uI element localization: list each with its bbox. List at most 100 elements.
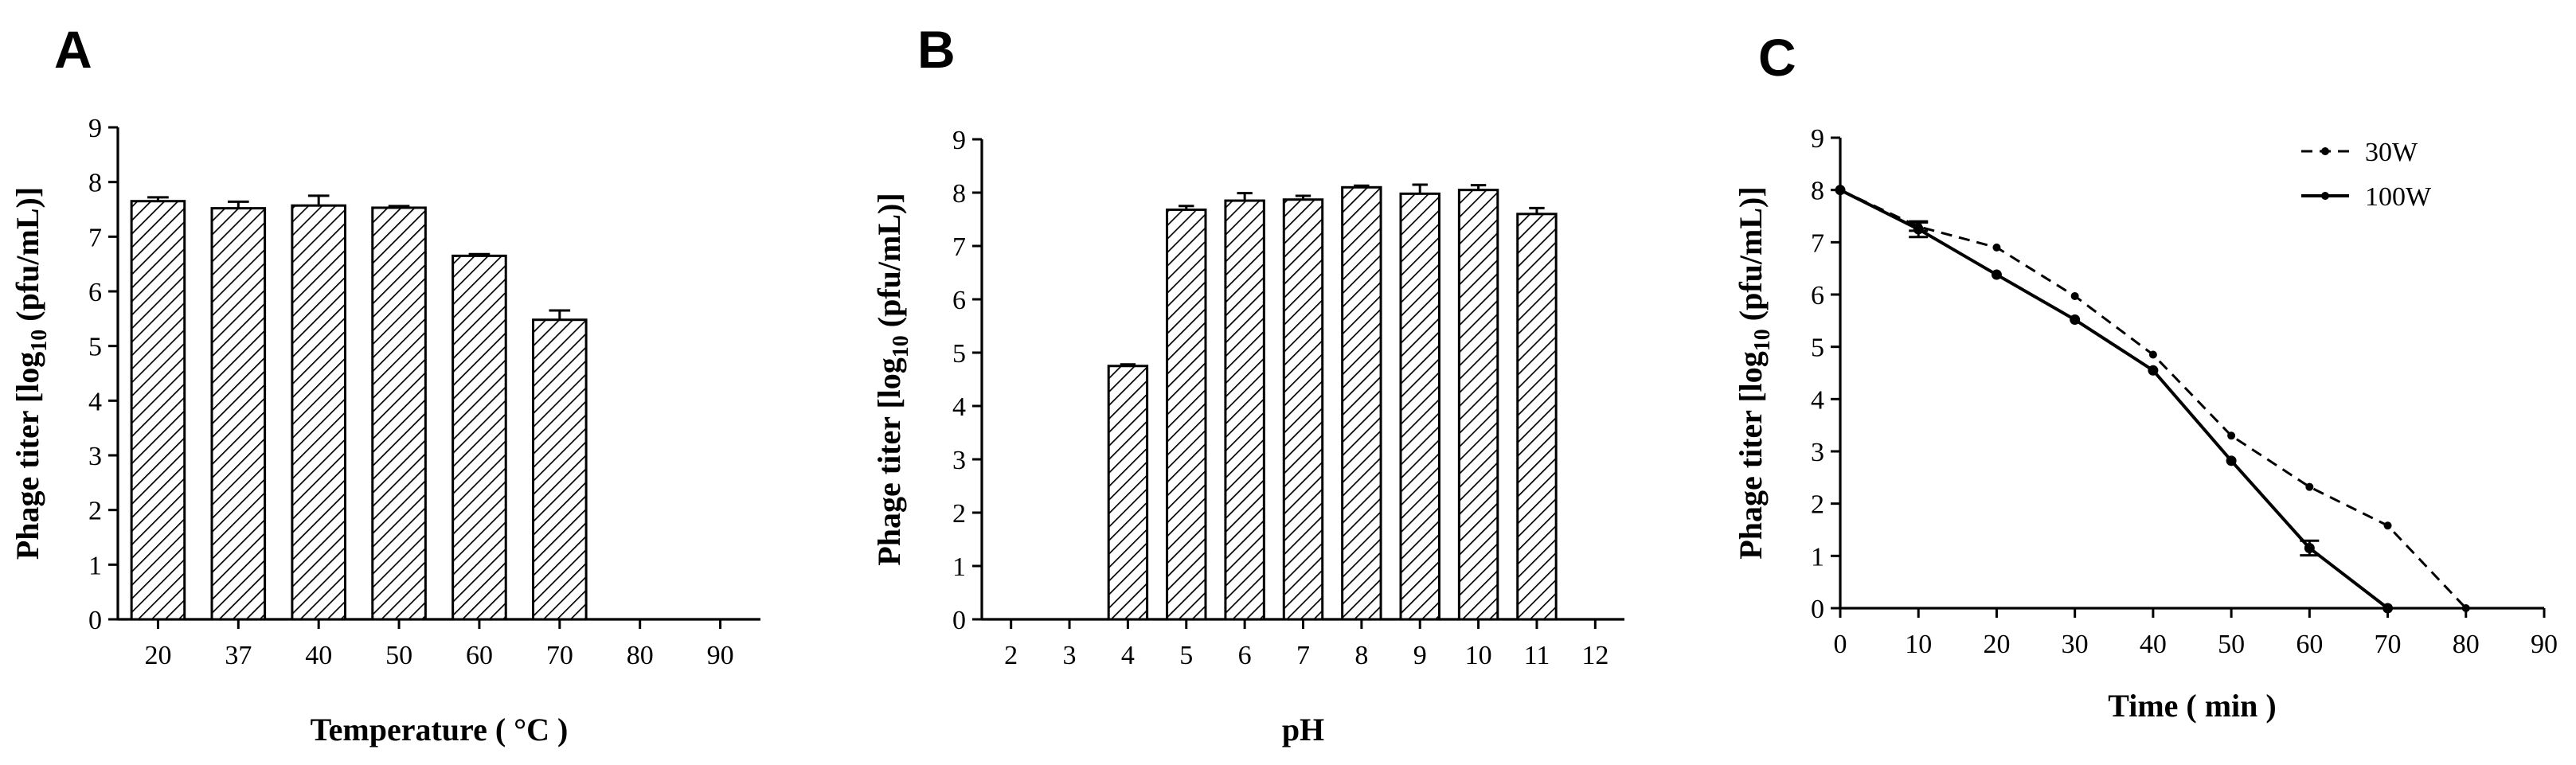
data-point	[2148, 350, 2157, 359]
series-line	[1839, 188, 2389, 610]
y-axis-title-subscript: 10	[889, 335, 913, 357]
y-axis-title-main: Phage titer [log	[10, 352, 45, 560]
y-tick-label: 0	[1811, 595, 1824, 624]
y-tick-label: 4	[1811, 385, 1824, 415]
legend-marker	[2321, 147, 2329, 155]
x-tick-label: 5	[1179, 641, 1193, 670]
y-tick-label: 8	[88, 169, 102, 198]
x-tick-label: 60	[2296, 630, 2323, 659]
x-tick-label: 50	[2218, 630, 2245, 659]
x-tick-label: 60	[466, 641, 493, 670]
data-point	[2305, 482, 2314, 491]
y-axis-title-end: (pfu/mL)]	[1733, 186, 1769, 329]
bar	[371, 206, 427, 621]
y-tick-label: 6	[1811, 281, 1824, 310]
bar	[1224, 199, 1265, 621]
series-line	[1839, 189, 2467, 610]
y-tick-label: 7	[952, 232, 966, 262]
x-tick-label: 3	[1063, 641, 1077, 670]
y-tick-label: 4	[88, 387, 102, 416]
x-tick-label: 37	[225, 641, 252, 670]
x-tick-label: 9	[1413, 641, 1427, 670]
legend-marker	[2321, 192, 2329, 200]
y-tick-label: 9	[952, 126, 966, 155]
bar	[1166, 208, 1207, 621]
data-point	[2383, 603, 2394, 614]
y-tick-label: 3	[1811, 438, 1824, 467]
data-point	[2070, 291, 2079, 300]
y-tick-label: 1	[88, 551, 102, 580]
x-tick-label: 6	[1238, 641, 1252, 670]
x-tick-label: 30	[2062, 630, 2089, 659]
y-axis-title-end: (pfu/mL)]	[871, 193, 907, 335]
x-tick-label: 40	[2140, 630, 2167, 659]
y-tick-label: 9	[1811, 124, 1824, 154]
bar	[532, 318, 588, 621]
x-tick-label: 4	[1121, 641, 1135, 670]
y-tick-label: 0	[88, 606, 102, 635]
panel-label: C	[1758, 28, 1796, 87]
data-point	[1992, 243, 2001, 252]
x-tick-label: 11	[1524, 641, 1550, 670]
y-tick-label: 3	[952, 446, 966, 475]
x-tick-label: 90	[2531, 630, 2558, 659]
bar	[1282, 198, 1324, 621]
legend-label: 100W	[2365, 182, 2432, 212]
y-tick-label: 4	[952, 392, 966, 422]
y-tick-label: 5	[1811, 334, 1824, 363]
x-axis-title: Temperature ( °C )	[311, 712, 569, 747]
data-point	[1991, 269, 2002, 280]
y-axis-title: Phage titer [log10 (pfu/mL)]	[10, 187, 52, 560]
y-tick-label: 1	[1811, 542, 1824, 572]
bar	[1399, 192, 1440, 621]
x-tick-label: 7	[1296, 641, 1310, 670]
bar	[1107, 365, 1149, 621]
x-tick-label: 80	[2453, 630, 2480, 659]
y-tick-label: 6	[952, 286, 966, 315]
y-axis-title-main: Phage titer [log	[1733, 351, 1769, 559]
bar	[1516, 213, 1558, 621]
y-axis-title-main: Phage titer [log	[871, 357, 907, 565]
y-tick-label: 9	[88, 114, 102, 143]
y-tick-label: 5	[88, 333, 102, 362]
data-point	[2383, 521, 2392, 530]
x-tick-label: 8	[1354, 641, 1368, 670]
y-axis-title-subscript: 10	[27, 330, 52, 352]
y-axis-title-end: (pfu/mL)]	[10, 187, 45, 330]
bar	[130, 200, 186, 621]
data-point	[2070, 314, 2081, 326]
x-tick-label: 12	[1581, 641, 1609, 670]
x-tick-label: 10	[1905, 630, 1932, 659]
x-tick-label: 20	[1983, 630, 2010, 659]
y-tick-label: 7	[1811, 228, 1824, 258]
legend-label: 30W	[2365, 138, 2418, 167]
y-tick-label: 5	[952, 339, 966, 369]
bar	[1457, 189, 1499, 621]
x-tick-label: 70	[546, 641, 573, 670]
y-tick-label: 6	[88, 278, 102, 307]
x-tick-label: 50	[385, 641, 412, 670]
data-point	[2461, 604, 2470, 612]
x-tick-label: 10	[1465, 641, 1492, 670]
y-tick-label: 2	[1811, 490, 1824, 520]
x-tick-label: 70	[2375, 630, 2402, 659]
y-axis-title-subscript: 10	[1750, 329, 1775, 351]
y-tick-label: 2	[952, 499, 966, 529]
x-tick-label: 20	[144, 641, 171, 670]
data-point	[2226, 455, 2237, 466]
bar	[1341, 185, 1382, 621]
x-tick-label: 0	[1834, 630, 1847, 659]
x-tick-label: 2	[1004, 641, 1018, 670]
y-tick-label: 3	[88, 442, 102, 471]
y-tick-label: 2	[88, 497, 102, 526]
x-tick-label: 90	[707, 641, 734, 670]
x-axis-title: pH	[1282, 712, 1324, 747]
y-axis-title: Phage titer [log10 (pfu/mL)]	[871, 193, 913, 565]
bar	[451, 254, 507, 621]
bar	[291, 204, 346, 621]
data-point	[1835, 185, 1846, 196]
y-tick-label: 0	[952, 606, 966, 635]
